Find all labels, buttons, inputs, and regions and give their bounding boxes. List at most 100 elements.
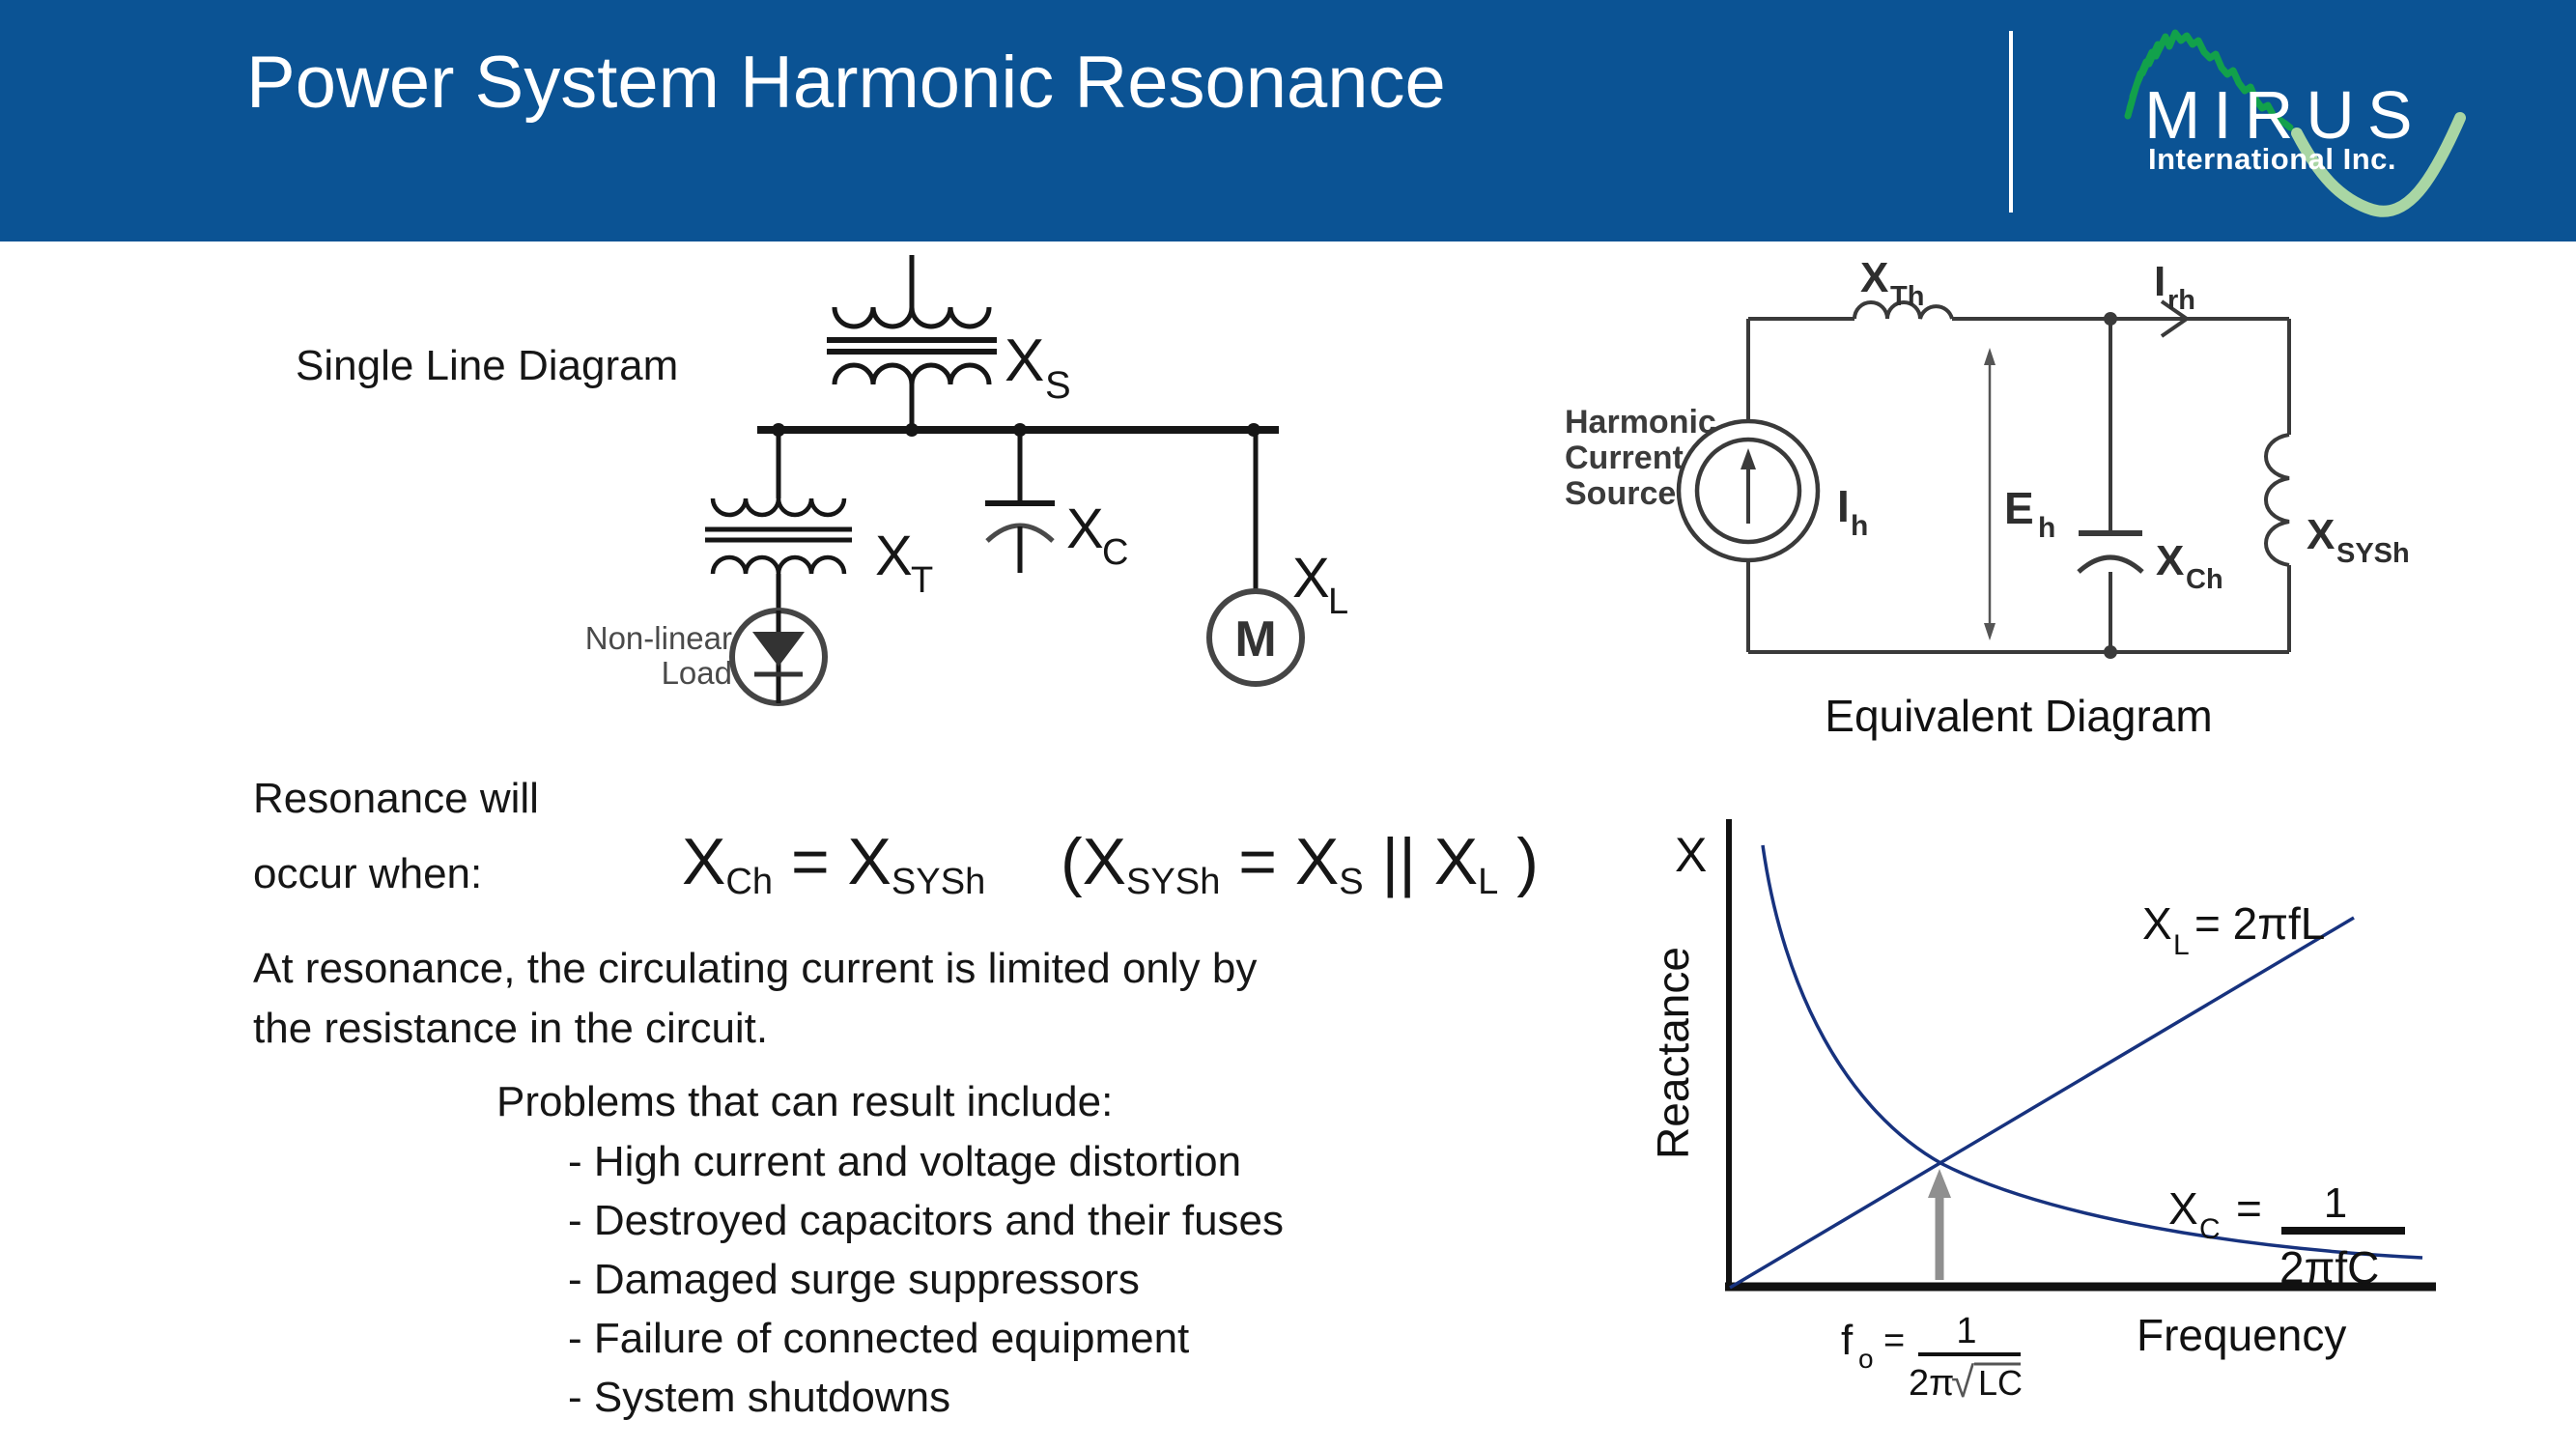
xl-eq-sub: L [2173, 929, 2190, 961]
label-irh-sub: rh [2167, 285, 2195, 316]
formula-eq: = [773, 825, 848, 898]
xc-curve [1761, 844, 2423, 1260]
formula-s1: Ch [725, 861, 774, 902]
paren-s3: L [1478, 861, 1499, 902]
logo-subtitle: International Inc. [2148, 142, 2396, 176]
chart-axes [1725, 819, 2436, 1292]
label-eh: E [2004, 483, 2034, 533]
label-xc: X [1066, 497, 1104, 560]
transformer-xt-icon [705, 430, 852, 611]
resonance-condition-text: Resonance will occur when: [253, 761, 539, 912]
xc-frac-den: 2πfC [2279, 1242, 2379, 1293]
paren-s1: SYSh [1126, 861, 1221, 902]
source-label-2: Current [1565, 440, 1684, 476]
label-xth: X [1860, 254, 1888, 301]
source-label-3: Source [1565, 475, 1676, 512]
equivalent-diagram-caption: Equivalent Diagram [1825, 691, 2213, 741]
transformer-xs-icon [827, 255, 997, 430]
list-item: - System shutdowns [568, 1374, 951, 1421]
fo-den-rad: LC [1978, 1363, 2023, 1403]
resonance-arrow-icon [1928, 1169, 1951, 1280]
chart-curves [1729, 844, 2423, 1290]
fo-radical-icon: √ [1951, 1359, 1975, 1406]
label-irh: I [2154, 258, 2166, 305]
formula-s2: SYSh [891, 861, 986, 902]
eq-wiring [1676, 299, 2291, 659]
fo-den-pre: 2π [1909, 1363, 1954, 1404]
inductor-xth-icon [1853, 300, 1954, 320]
header-bar: Power System Harmonic Resonance MIRUS In… [0, 0, 2576, 242]
capacitor-xch-icon [2077, 530, 2144, 574]
label-xsysh-sub: SYSh [2336, 538, 2410, 569]
xl-eq-main: X [2142, 898, 2172, 949]
y-axis-title: Reactance [1648, 947, 1698, 1159]
resonance-formula-paren: (XSYSh = XS || XL ) [1061, 829, 1539, 900]
header-divider [2009, 31, 2013, 213]
source-label-1: Harmonic [1565, 404, 1716, 440]
paren-p1: (X [1061, 825, 1126, 898]
fo-sub: o [1858, 1344, 1874, 1374]
fo-frac-num: 1 [1956, 1311, 1976, 1351]
list-item: - High current and voltage distortion [568, 1138, 1242, 1185]
nonlinear-load-icon [729, 608, 828, 706]
single-line-diagram: X S X T X C X L M Non-linear Load [585, 255, 1348, 706]
xl-eq-rest: = 2πfL [2194, 898, 2325, 949]
logo-sine-smooth-icon [2291, 112, 2466, 217]
label-xc-sub: C [1102, 532, 1128, 573]
paren-s2: S [1339, 861, 1364, 902]
problems-list: - High current and voltage distortion - … [568, 1132, 1284, 1427]
formula-x1: X [682, 825, 726, 898]
fo-main: f [1841, 1317, 1854, 1364]
paren-p4: ) [1498, 825, 1539, 898]
label-xs: X [1005, 327, 1044, 394]
nonlinear-label-1: Non-linear [585, 620, 732, 656]
nonlinear-label-2: Load [662, 655, 732, 691]
at-resonance-line-1: At resonance, the circulating current is… [253, 945, 1258, 992]
current-direction-arrow-icon [2160, 299, 2191, 338]
mirus-logo: MIRUS International Inc. [2124, 29, 2466, 217]
list-item: - Destroyed capacitors and their fuses [568, 1197, 1285, 1244]
y-axis-letter: X [1675, 828, 1707, 882]
label-xl-sub: L [1328, 582, 1348, 622]
label-xl: X [1292, 547, 1330, 610]
xc-eq-equals: = [2236, 1183, 2262, 1234]
at-resonance-line-2: the resistance in the circuit. [253, 1005, 769, 1052]
fo-equals: = [1883, 1321, 1905, 1361]
paren-p3: || X [1363, 825, 1479, 898]
problems-title: Problems that can result include: [496, 1078, 1114, 1125]
at-resonance-paragraph: At resonance, the circulating current is… [253, 939, 1257, 1059]
label-xth-sub: Th [1890, 281, 1924, 312]
label-xch: X [2156, 537, 2184, 584]
page-title: Power System Harmonic Resonance [246, 42, 1446, 124]
resonance-formula: XCh = XSYSh [682, 829, 985, 900]
list-item: - Failure of connected equipment [568, 1315, 1190, 1362]
eh-measure-arrow-icon [1984, 348, 1996, 640]
label-xt: X [875, 525, 913, 587]
motor-icon [1206, 430, 1305, 687]
xl-curve [1729, 916, 2355, 1290]
paren-p2: = X [1220, 825, 1340, 898]
label-eh-sub: h [2038, 512, 2055, 544]
inductor-xsysh-icon [2264, 433, 2290, 567]
single-line-diagram-title: Single Line Diagram [296, 342, 679, 389]
xc-frac-num: 1 [2324, 1179, 2347, 1227]
x-axis-title: Frequency [2137, 1310, 2346, 1360]
capacitor-xc-icon [985, 430, 1055, 573]
reactance-frequency-chart: X Reactance Frequency X L = 2πfL X C = 1… [1648, 819, 2436, 1406]
label-xs-sub: S [1045, 364, 1071, 407]
label-xsysh: X [2307, 511, 2335, 558]
formula-x2: X [847, 825, 892, 898]
resonance-line-2: occur when: [253, 850, 483, 897]
harmonic-current-source-icon [1676, 418, 1821, 563]
list-item: - Damaged surge suppressors [568, 1256, 1140, 1303]
xc-eq-main: X [2168, 1183, 2198, 1234]
motor-letter: M [1234, 611, 1276, 668]
xc-eq-sub: C [2199, 1213, 2221, 1245]
label-ih-sub: h [1851, 510, 1868, 542]
sld-wiring [705, 255, 1305, 706]
equivalent-diagram: X Th I rh Harmonic Current Source I h E … [1565, 254, 2410, 659]
label-xch-sub: Ch [2186, 564, 2223, 595]
label-xt-sub: T [911, 560, 933, 601]
label-ih: I [1837, 481, 1850, 531]
